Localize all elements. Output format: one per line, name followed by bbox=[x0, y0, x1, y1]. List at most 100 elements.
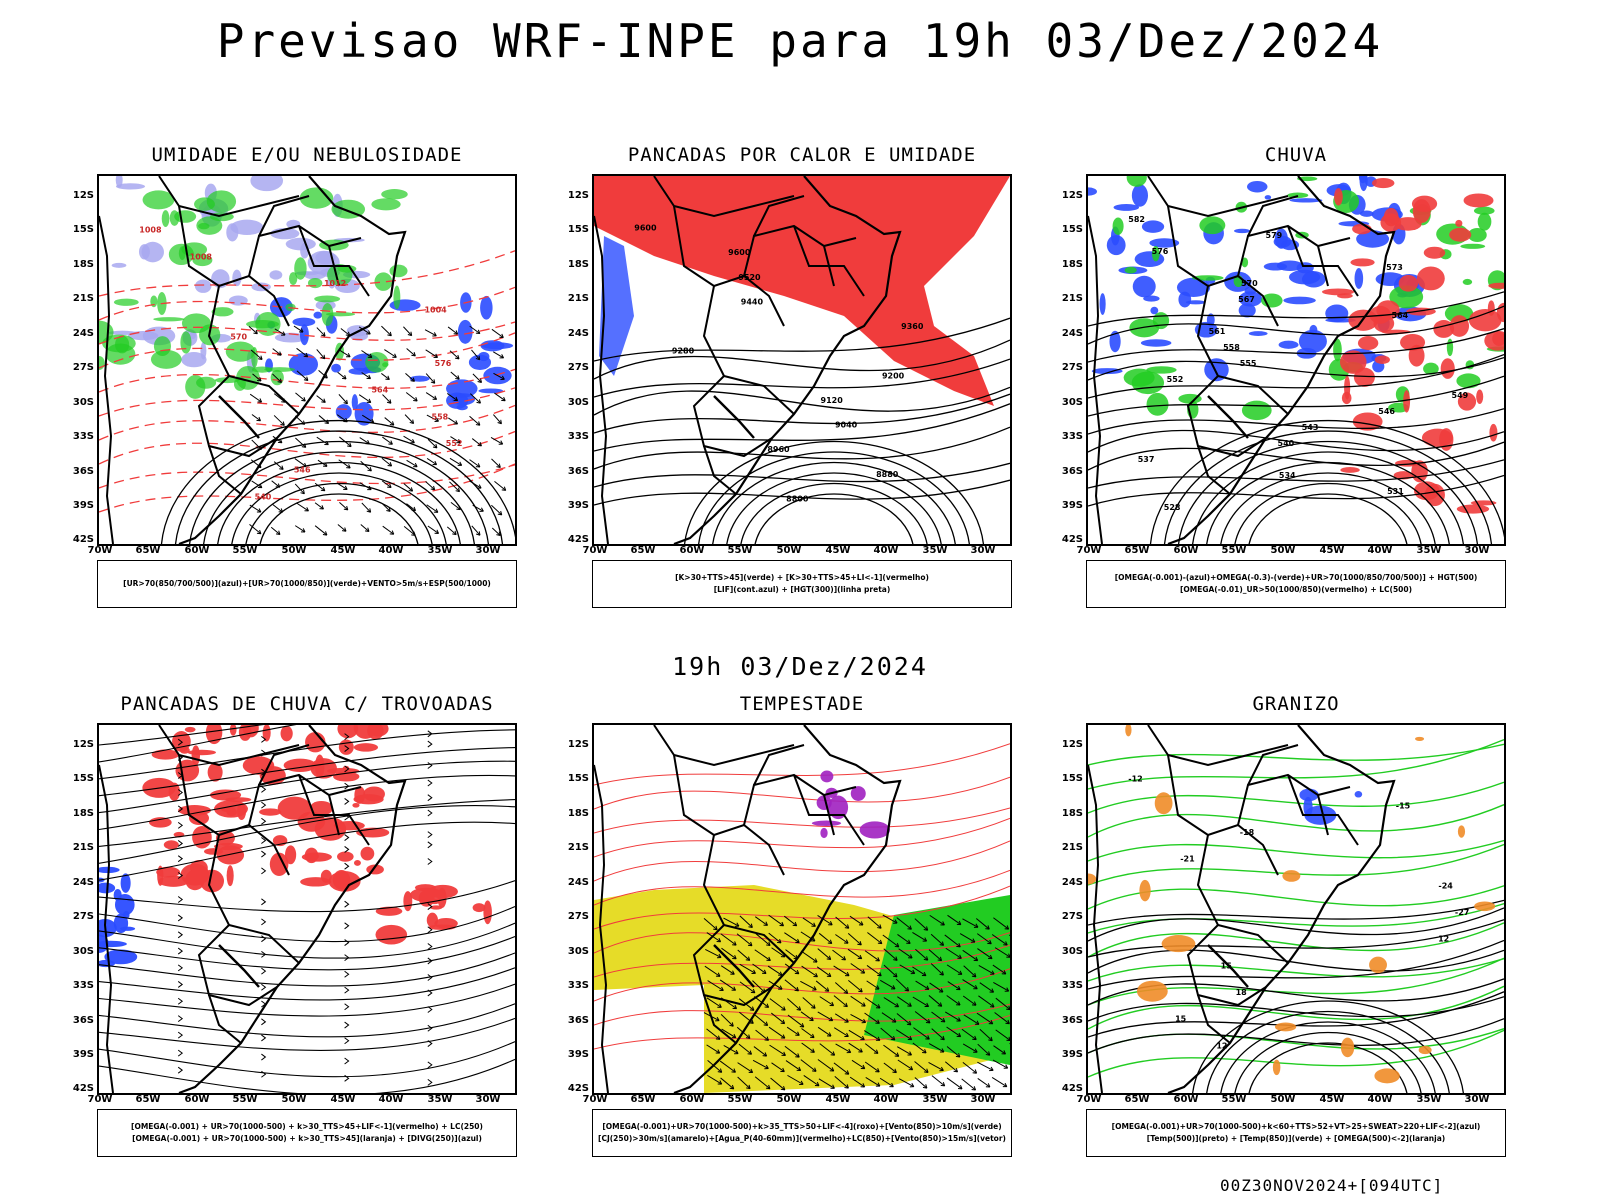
contour-line bbox=[1088, 354, 1504, 399]
streamline-arrow bbox=[177, 931, 184, 939]
shaded-area bbox=[1398, 275, 1419, 292]
wind-vector bbox=[928, 1043, 945, 1053]
pacific-coastline bbox=[594, 215, 609, 544]
wind-vector-head bbox=[974, 1020, 980, 1025]
wind-vector bbox=[786, 1026, 800, 1036]
country-border bbox=[328, 237, 362, 247]
wind-vector-head bbox=[497, 510, 503, 516]
shaded-area bbox=[284, 845, 297, 865]
streamline bbox=[99, 922, 515, 959]
contour-line bbox=[1088, 922, 1504, 958]
longitude-label: 60W bbox=[1173, 1094, 1199, 1105]
wind-vector-head bbox=[501, 486, 507, 491]
wind-vector-head bbox=[829, 1067, 835, 1072]
latitude-label: 33S bbox=[567, 431, 589, 442]
wind-vector-head bbox=[810, 937, 816, 942]
longitude-label: 50W bbox=[776, 1094, 802, 1105]
wind-vector-head bbox=[713, 925, 718, 931]
shaded-area bbox=[457, 319, 473, 344]
shaded-area bbox=[1440, 358, 1455, 379]
streamline-arrow bbox=[427, 740, 433, 748]
wind-vector bbox=[754, 1014, 768, 1026]
latitude-label: 30S bbox=[567, 397, 589, 408]
streamline-arrow bbox=[177, 1066, 184, 1074]
wind-vector-head bbox=[1002, 1082, 1008, 1088]
wind-vector bbox=[787, 998, 801, 1011]
wind-vector bbox=[294, 458, 307, 468]
wind-vector-head bbox=[275, 530, 281, 535]
wind-vector bbox=[800, 1011, 814, 1022]
latitude-label: 30S bbox=[1061, 397, 1083, 408]
latitude-label: 24S bbox=[567, 877, 589, 888]
streamline bbox=[99, 799, 515, 847]
shaded-area bbox=[196, 376, 217, 389]
wind-vector-head bbox=[730, 970, 735, 975]
wind-vector-head bbox=[824, 987, 830, 992]
contour-line bbox=[684, 440, 984, 544]
streamline bbox=[99, 905, 515, 943]
main-title: Previsao WRF-INPE para 19h 03/Dez/2024 bbox=[216, 14, 1384, 68]
latitude-label: 39S bbox=[72, 500, 94, 511]
shaded-area bbox=[1136, 980, 1168, 1002]
wind-vector-head bbox=[347, 442, 352, 448]
wind-vector bbox=[754, 949, 771, 961]
latitude-label: 24S bbox=[72, 328, 94, 339]
contour-line bbox=[754, 493, 914, 544]
shaded-area bbox=[168, 782, 180, 801]
contour-line bbox=[99, 321, 515, 345]
wind-vector bbox=[896, 1013, 912, 1026]
shaded-area bbox=[1446, 338, 1454, 357]
wind-vector bbox=[832, 949, 846, 961]
streamline-arrow bbox=[427, 841, 433, 849]
contour-line bbox=[594, 317, 1010, 362]
wind-vector-head bbox=[389, 421, 395, 426]
shaded-area bbox=[374, 272, 393, 291]
wind-vector bbox=[755, 933, 771, 946]
wind-vector bbox=[314, 482, 326, 492]
wind-vector bbox=[930, 933, 944, 946]
streamline-arrow bbox=[177, 981, 184, 988]
wind-vector-head bbox=[343, 485, 348, 490]
map: 582 579 576 573 570 567 564 561 558 555 552 549 546 5… bbox=[1086, 174, 1506, 546]
latitude-label: 24S bbox=[567, 328, 589, 339]
wind-vector-head bbox=[893, 919, 898, 924]
contour-label: 537 bbox=[1138, 455, 1155, 464]
wind-vector bbox=[754, 1076, 771, 1090]
latitude-label: 18S bbox=[72, 808, 94, 819]
shaded-area bbox=[351, 394, 358, 411]
streamline-arrow bbox=[177, 1015, 184, 1023]
country-border bbox=[1147, 176, 1289, 218]
shaded-area bbox=[335, 404, 352, 420]
streamline-arrow bbox=[261, 867, 267, 875]
shaded-area bbox=[1333, 338, 1342, 362]
wind-vector-head bbox=[973, 923, 979, 928]
wind-vector bbox=[472, 373, 482, 383]
contour-label: 531 bbox=[1387, 487, 1404, 496]
wind-vector bbox=[867, 916, 882, 929]
latitude-label: 18S bbox=[1061, 808, 1083, 819]
wind-vector-head bbox=[301, 397, 306, 402]
contour-label: -15 bbox=[1396, 801, 1411, 810]
contour-line bbox=[594, 339, 1010, 380]
wind-vector-head bbox=[766, 941, 771, 947]
shaded-area bbox=[1146, 392, 1169, 416]
longitude-label: 55W bbox=[727, 545, 753, 556]
streamline-arrow bbox=[177, 1031, 184, 1039]
shaded-area bbox=[1234, 228, 1251, 234]
contour-label: 555 bbox=[1240, 359, 1257, 368]
shaded-area bbox=[382, 362, 389, 368]
wind-vector bbox=[817, 1059, 835, 1072]
longitude-label: 40W bbox=[1367, 1094, 1393, 1105]
longitude-label: 35W bbox=[922, 1094, 948, 1105]
wind-vector-head bbox=[892, 1068, 897, 1074]
wind-vector-head bbox=[277, 351, 282, 356]
map: 9600 9600 9520 9440 9360 9280 9200 9120 9040 8960… bbox=[592, 174, 1012, 546]
shaded-area bbox=[1357, 336, 1379, 351]
shaded-area bbox=[180, 331, 192, 354]
shaded-area bbox=[1088, 873, 1097, 885]
wind-vector-head bbox=[277, 378, 282, 383]
wind-vector bbox=[864, 1043, 879, 1054]
wind-vector-head bbox=[875, 957, 880, 962]
wind-vector bbox=[992, 1059, 1008, 1069]
wind-vector-head bbox=[908, 1065, 914, 1071]
